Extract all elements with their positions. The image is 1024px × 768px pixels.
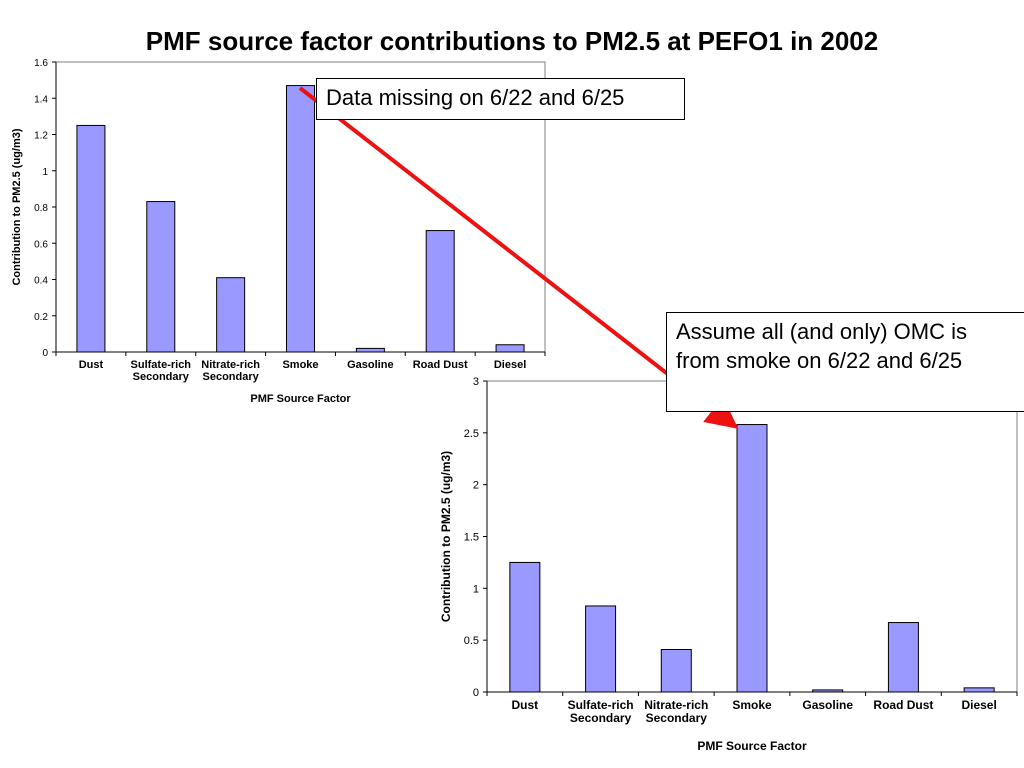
y-tick-label: 1.4	[34, 94, 48, 105]
y-tick-label: 1	[473, 583, 479, 595]
bar-nitrate-rich-secondary	[216, 277, 246, 353]
y-tick-label: 0.8	[34, 203, 48, 214]
bottom-bar-chart: 0 0.5 1 1.5 2 2.5 3 Dust Sulfate-rich Secondary Ni…	[439, 376, 1018, 753]
y-tick-label: 3	[473, 376, 479, 388]
bar-diesel	[963, 687, 995, 693]
x-category-label: Road Dust	[873, 698, 933, 712]
x-category-label: Smoke	[732, 698, 772, 712]
bar-diesel	[495, 344, 525, 353]
y-axis-title: Contribution to PM2.5 (ug/m3)	[439, 451, 453, 622]
y-tick-label: 1.6	[34, 58, 48, 69]
x-category-label: Smoke	[282, 359, 318, 371]
bar-sulfate-rich-secondary	[585, 605, 617, 693]
y-tick-label: 0	[473, 687, 479, 699]
bar-gasoline	[355, 347, 385, 353]
y-axis-title: Contribution to PM2.5 (ug/m3)	[11, 128, 23, 285]
bar-smoke	[736, 424, 768, 693]
bar-dust	[76, 124, 106, 353]
x-category-label: Nitrate-rich Secondary	[201, 359, 260, 383]
bar-road dust	[425, 230, 455, 353]
bar-smoke	[286, 85, 315, 353]
x-axis-title: PMF Source Factor	[250, 393, 351, 405]
x-category-label: Gasoline	[347, 359, 393, 371]
data-missing-callout: Data missing on 6/22 and 6/25	[316, 78, 685, 120]
y-tick-label: 1	[42, 167, 48, 178]
bar-sulfate-rich-secondary	[146, 201, 176, 353]
bar-gasoline	[812, 689, 844, 693]
x-category-label: Sulfate-rich Secondary	[131, 359, 192, 383]
y-tick-label: 0	[42, 348, 48, 359]
bar-dust	[509, 561, 541, 693]
y-tick-label: 1.2	[34, 131, 48, 142]
y-tick-label: 0.6	[34, 239, 48, 250]
y-tick-label: 0.2	[34, 312, 48, 323]
y-tick-label: 0.4	[34, 276, 48, 287]
bar-road dust	[887, 622, 919, 693]
y-tick-label: 0.5	[464, 635, 479, 647]
x-category-label: Dust	[512, 698, 539, 712]
x-axis-title: PMF Source Factor	[697, 739, 807, 753]
x-category-label: Gasoline	[802, 698, 853, 712]
y-tick-label: 2.5	[464, 428, 479, 440]
y-tick-label: 2	[473, 480, 479, 492]
x-category-label: Diesel	[961, 698, 996, 712]
y-tick-label: 1.5	[464, 532, 479, 544]
x-category-label: Sulfate-rich Secondary	[568, 698, 634, 725]
x-category-label: Dust	[79, 359, 104, 371]
smoke-assumption-callout: Assume all (and only) OMC is from smoke …	[666, 312, 1024, 412]
slide-title: PMF source factor contributions to PM2.5…	[145, 26, 879, 56]
x-category-label: Nitrate-rich Secondary	[644, 698, 708, 725]
bar-nitrate-rich-secondary	[660, 648, 692, 693]
